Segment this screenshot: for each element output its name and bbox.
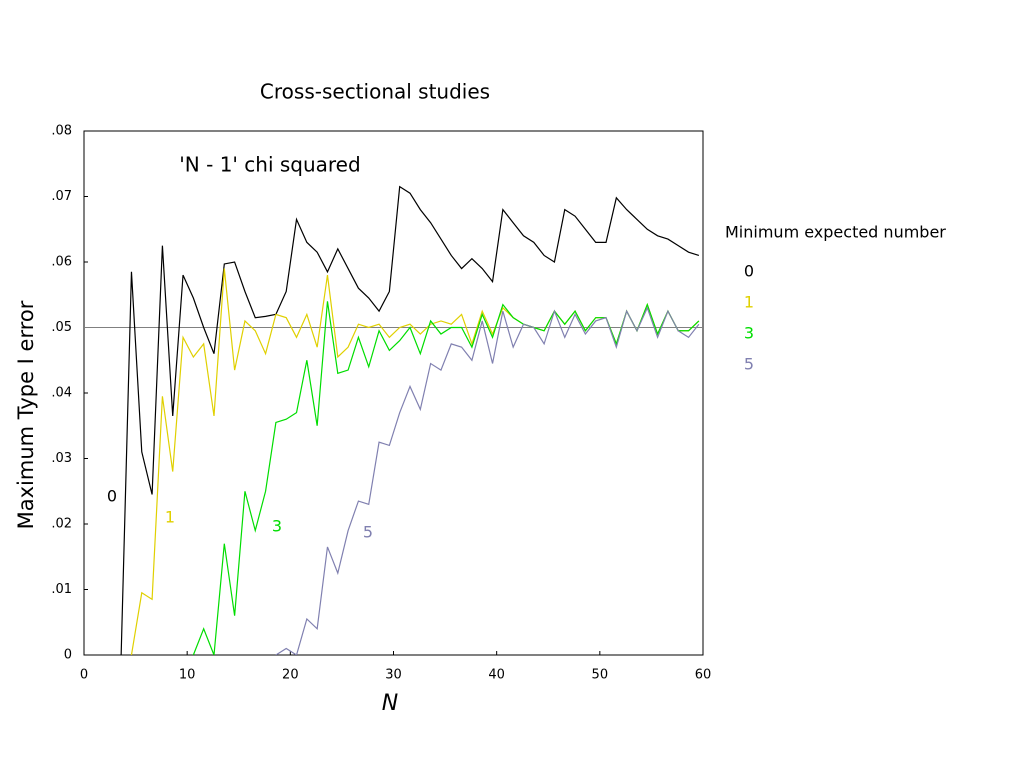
y-tick-label: 0 [64,648,72,663]
legend-entry: 0 [744,262,754,281]
subtitle: 'N - 1' chi squared [179,153,360,177]
legend-entry: 1 [744,293,754,312]
x-tick-label: 10 [179,668,196,683]
y-tick-label: .06 [51,255,72,270]
y-tick-label: .02 [51,517,72,532]
series-line [192,301,700,655]
x-tick-label: 0 [80,668,88,683]
y-tick-label: .07 [51,189,72,204]
x-tick-label: 40 [488,668,505,683]
y-tick-label: .05 [51,320,72,335]
y-tick-label: .01 [51,582,72,597]
series-line [120,185,700,655]
legend-entry: 5 [744,355,754,374]
y-tick-label: .08 [51,124,72,139]
series-annotation: 3 [272,517,282,536]
y-axis-label: Maximum Type I error [14,300,38,529]
legend-entry: 3 [744,324,754,343]
y-tick-label: .03 [51,451,72,466]
series-line [275,306,700,655]
legend-title: Minimum expected number [725,223,946,242]
x-tick-label: 30 [385,668,402,683]
series-annotation: 1 [165,508,175,527]
x-tick-label: 50 [592,668,609,683]
y-tick-label: .04 [51,386,72,401]
chart-title: Cross-sectional studies [260,80,490,104]
x-tick-label: 60 [695,668,712,683]
x-tick-label: 20 [282,668,299,683]
series-annotation: 5 [363,523,373,542]
plot-area [120,185,700,655]
series-annotation: 0 [107,487,117,506]
x-axis-label: N [382,691,398,716]
